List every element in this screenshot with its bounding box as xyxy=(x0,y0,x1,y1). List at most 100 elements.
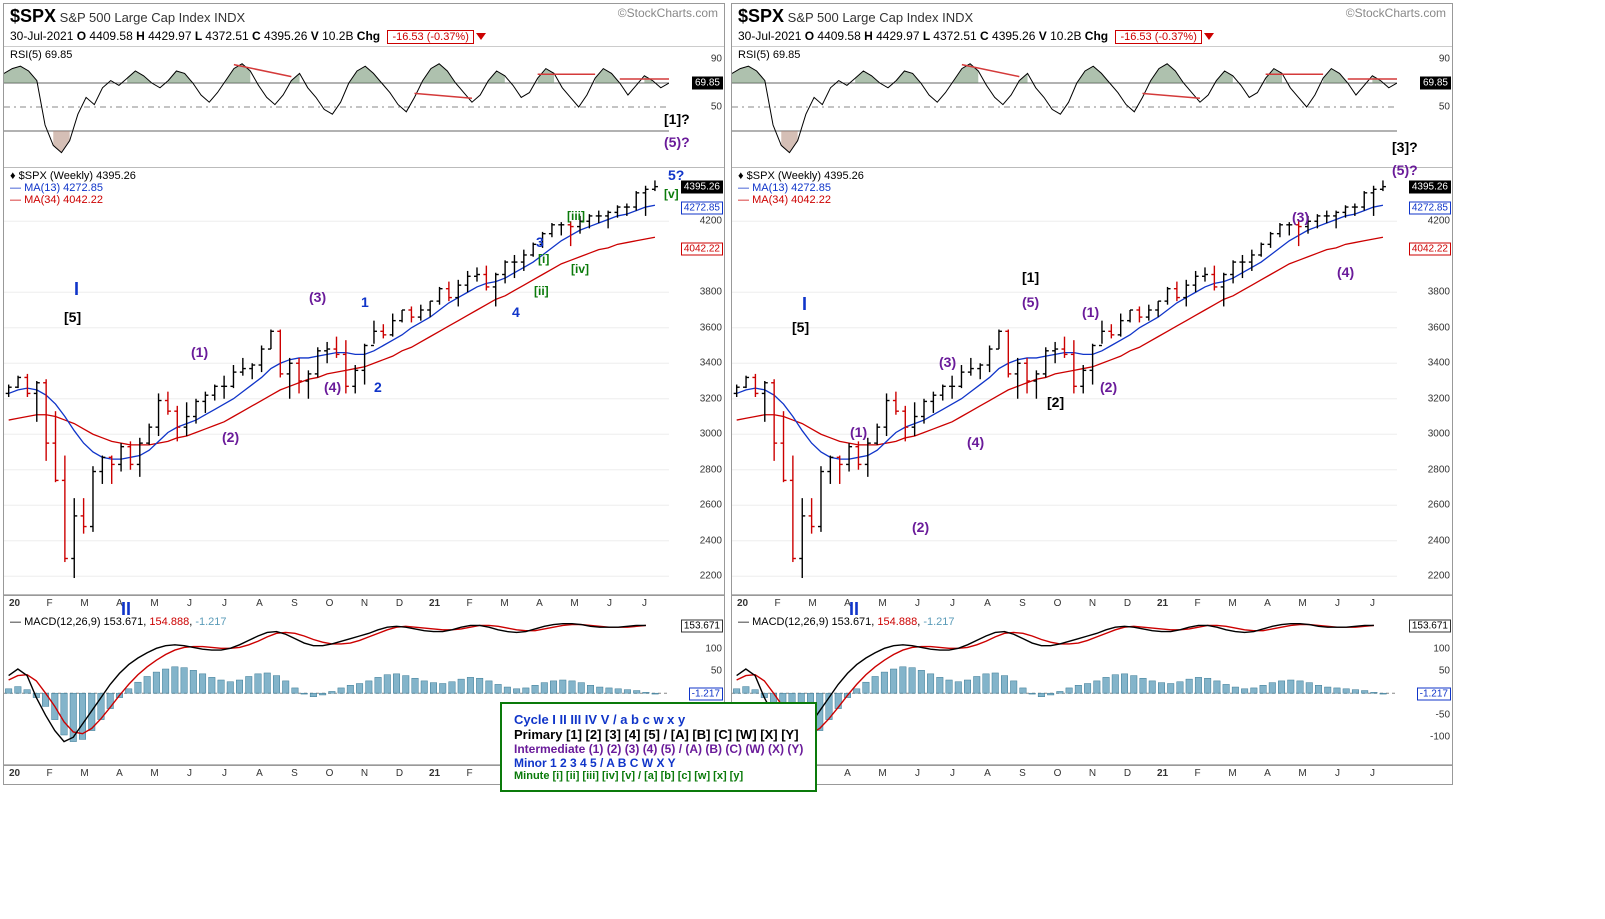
price-tick: 3600 xyxy=(1428,322,1450,333)
x-tick: 21 xyxy=(429,768,440,779)
x-tick: M xyxy=(80,598,88,609)
x-tick: M xyxy=(570,598,578,609)
symbol: $SPX xyxy=(10,6,56,26)
source-label: ©StockCharts.com xyxy=(1346,6,1446,20)
x-tick: J xyxy=(222,598,227,609)
x-tick: F xyxy=(774,598,780,609)
macd-panel: — MACD(12,26,9) 153.671, 154.888, -1.217… xyxy=(732,614,1452,765)
price-tick: 3800 xyxy=(700,287,722,298)
macd-label: — MACD(12,26,9) 153.671, 154.888, -1.217 xyxy=(10,616,227,628)
x-tick: J xyxy=(187,768,192,779)
ohlc-L: 4372.51 xyxy=(205,29,248,43)
x-tick: N xyxy=(361,768,368,779)
date: 30-Jul-2021 xyxy=(738,29,801,43)
price-tick: 2200 xyxy=(1428,571,1450,582)
price-last-box: 4272.85 xyxy=(1409,202,1451,215)
price-labels: ♦ $SPX (Weekly) 4395.26— MA(13) 4272.85—… xyxy=(10,170,136,206)
price-last-box: 4042.22 xyxy=(1409,243,1451,256)
legend-line-l2: Primary [1] [2] [3] [4] [5] / [A] [B] [C… xyxy=(514,727,803,742)
x-tick: M xyxy=(808,598,816,609)
x-tick: F xyxy=(1194,768,1200,779)
down-arrow-icon xyxy=(476,33,486,40)
price-tick: 2400 xyxy=(700,535,722,546)
x-tick: J xyxy=(642,598,647,609)
chart-container: $SPX S&P 500 Large Cap Index INDX©StockC… xyxy=(3,3,725,785)
x-tick: A xyxy=(844,768,851,779)
price-panel: ♦ $SPX (Weekly) 4395.26— MA(13) 4272.85—… xyxy=(4,168,724,595)
chart-header: $SPX S&P 500 Large Cap Index INDX ©StockC… xyxy=(732,4,1452,47)
x-tick: F xyxy=(1194,598,1200,609)
rsi-last-box: 69.85 xyxy=(692,77,723,90)
x-tick: J xyxy=(1335,768,1340,779)
x-tick: M xyxy=(150,598,158,609)
price-labels: ♦ $SPX (Weekly) 4395.26— MA(13) 4272.85—… xyxy=(738,170,864,206)
x-tick: 20 xyxy=(9,598,20,609)
price-tick: 2600 xyxy=(700,500,722,511)
x-tick: M xyxy=(1298,768,1306,779)
symbol: $SPX xyxy=(738,6,784,26)
price-tick: 3600 xyxy=(700,322,722,333)
x-tick: F xyxy=(46,598,52,609)
x-tick: N xyxy=(1089,598,1096,609)
x-tick: M xyxy=(500,598,508,609)
x-tick: J xyxy=(222,768,227,779)
legend-line-l4: Minor 1 2 3 4 5 / A B C W X Y xyxy=(514,756,803,770)
macd-last-box: -1.217 xyxy=(1417,687,1451,700)
rsi-tick: 50 xyxy=(711,102,722,113)
macd-last-box: -1.217 xyxy=(689,687,723,700)
x-tick: M xyxy=(1298,598,1306,609)
price-tick: 2800 xyxy=(1428,464,1450,475)
ohlc-O: 4409.58 xyxy=(89,29,132,43)
x-tick: A xyxy=(116,768,123,779)
x-axis: 20FMAMJJASOND21FMAMJJ xyxy=(4,595,724,614)
rsi-tick: 50 xyxy=(1439,102,1450,113)
macd-tick: 50 xyxy=(1439,666,1450,677)
price-last-box: 4395.26 xyxy=(681,180,723,193)
source-label: ©StockCharts.com xyxy=(618,6,718,20)
ohlc-V: 10.2B xyxy=(1050,29,1081,43)
x-tick: J xyxy=(950,598,955,609)
x-tick: 20 xyxy=(9,768,20,779)
price-tick: 3400 xyxy=(1428,358,1450,369)
macd-last-box: 153.671 xyxy=(1409,619,1451,632)
legend-line-l1: Cycle I II III IV V / a b c w x y xyxy=(514,712,803,727)
price-panel: ♦ $SPX (Weekly) 4395.26— MA(13) 4272.85—… xyxy=(732,168,1452,595)
x-tick: J xyxy=(915,768,920,779)
x-tick: F xyxy=(46,768,52,779)
macd-tick: 100 xyxy=(1433,644,1450,655)
price-tick: 3200 xyxy=(1428,393,1450,404)
chart-container: $SPX S&P 500 Large Cap Index INDX ©StockC… xyxy=(731,3,1453,785)
down-arrow-icon xyxy=(1204,33,1214,40)
x-tick: A xyxy=(256,768,263,779)
x-tick: J xyxy=(950,768,955,779)
x-tick: J xyxy=(1370,768,1375,779)
chart-header: $SPX S&P 500 Large Cap Index INDX©StockC… xyxy=(4,4,724,47)
x-tick: M xyxy=(878,598,886,609)
x-tick: A xyxy=(984,768,991,779)
x-tick: A xyxy=(536,598,543,609)
symbol-desc: S&P 500 Large Cap Index xyxy=(784,10,942,25)
x-tick: D xyxy=(396,768,403,779)
x-tick: S xyxy=(291,768,298,779)
wave-legend: Cycle I II III IV V / a b c w x yPrimary… xyxy=(500,702,817,792)
x-tick: O xyxy=(326,598,334,609)
rsi-panel: RSI(5) 69.85905069.85 xyxy=(732,47,1452,168)
rsi-panel: RSI(5) 69.85905069.85 xyxy=(4,47,724,168)
price-tick: 2400 xyxy=(1428,535,1450,546)
price-tick: 3000 xyxy=(1428,429,1450,440)
macd-label: — MACD(12,26,9) 153.671, 154.888, -1.217 xyxy=(738,616,955,628)
x-tick: A xyxy=(984,598,991,609)
rsi-last-box: 69.85 xyxy=(1420,77,1451,90)
legend-line-l5: Minute [i] [ii] [iii] [iv] [v] / [a] [b]… xyxy=(514,770,803,782)
macd-last-box: 153.671 xyxy=(681,619,723,632)
ohlc-V: 10.2B xyxy=(322,29,353,43)
x-tick: D xyxy=(396,598,403,609)
x-tick: N xyxy=(1089,768,1096,779)
macd-tick: 100 xyxy=(705,644,722,655)
price-tick: 4200 xyxy=(1428,216,1450,227)
x-tick: J xyxy=(915,598,920,609)
x-tick: 21 xyxy=(1157,768,1168,779)
price-tick: 2800 xyxy=(700,464,722,475)
x-tick: O xyxy=(1054,598,1062,609)
symbol-type: INDX xyxy=(942,10,973,25)
